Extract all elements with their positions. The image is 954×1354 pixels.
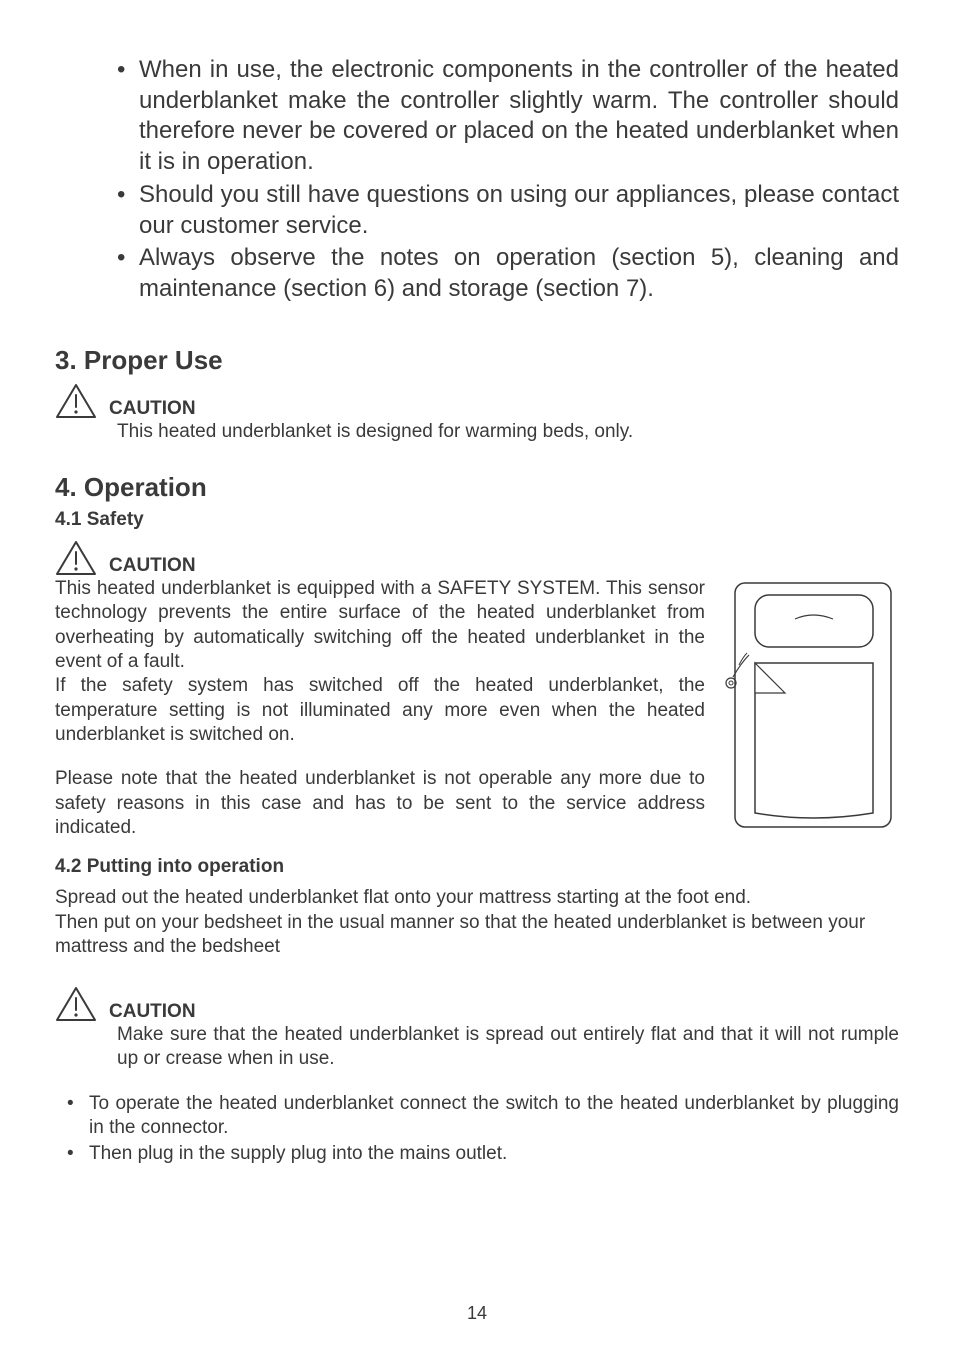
caution-block: CAUTION [55, 539, 899, 577]
caution-block: CAUTION [55, 985, 899, 1023]
caution-label: CAUTION [109, 398, 196, 420]
paragraph: This heated underblanket is equipped wit… [55, 577, 705, 674]
top-bullet-list: When in use, the electronic components i… [55, 55, 899, 305]
list-item: Should you still have questions on using… [117, 180, 899, 241]
section-4-1-heading: 4.1 Safety [55, 509, 899, 531]
safety-text: This heated underblanket is equipped wit… [55, 577, 705, 840]
page-content: When in use, the electronic components i… [55, 55, 899, 1167]
list-item: Always observe the notes on operation (s… [117, 243, 899, 304]
caution-text: This heated underblanket is designed for… [55, 420, 899, 444]
page-number: 14 [0, 1303, 954, 1324]
section-4-heading: 4. Operation [55, 472, 899, 503]
list-item: To operate the heated underblanket conne… [67, 1092, 899, 1141]
caution-icon [55, 382, 97, 420]
caution-icon [55, 539, 97, 577]
paragraph: Then put on your bedsheet in the usual m… [55, 911, 899, 960]
caution-block: CAUTION [55, 382, 899, 420]
list-item: When in use, the electronic components i… [117, 55, 899, 178]
section-4-2-heading: 4.2 Putting into operation [55, 856, 899, 878]
bed-diagram [725, 577, 899, 833]
caution-icon [55, 985, 97, 1023]
caution-text: Make sure that the heated underblanket i… [55, 1023, 899, 1072]
list-item: Then plug in the supply plug into the ma… [67, 1142, 899, 1166]
operation-bullet-list: To operate the heated underblanket conne… [55, 1092, 899, 1167]
safety-row: This heated underblanket is equipped wit… [55, 577, 899, 840]
paragraph: Spread out the heated underblanket flat … [55, 886, 899, 910]
paragraph: Please note that the heated underblanket… [55, 767, 705, 840]
caution-label: CAUTION [109, 1001, 196, 1023]
caution-label: CAUTION [109, 555, 196, 577]
section-3-heading: 3. Proper Use [55, 345, 899, 376]
paragraph: If the safety system has switched off th… [55, 674, 705, 747]
